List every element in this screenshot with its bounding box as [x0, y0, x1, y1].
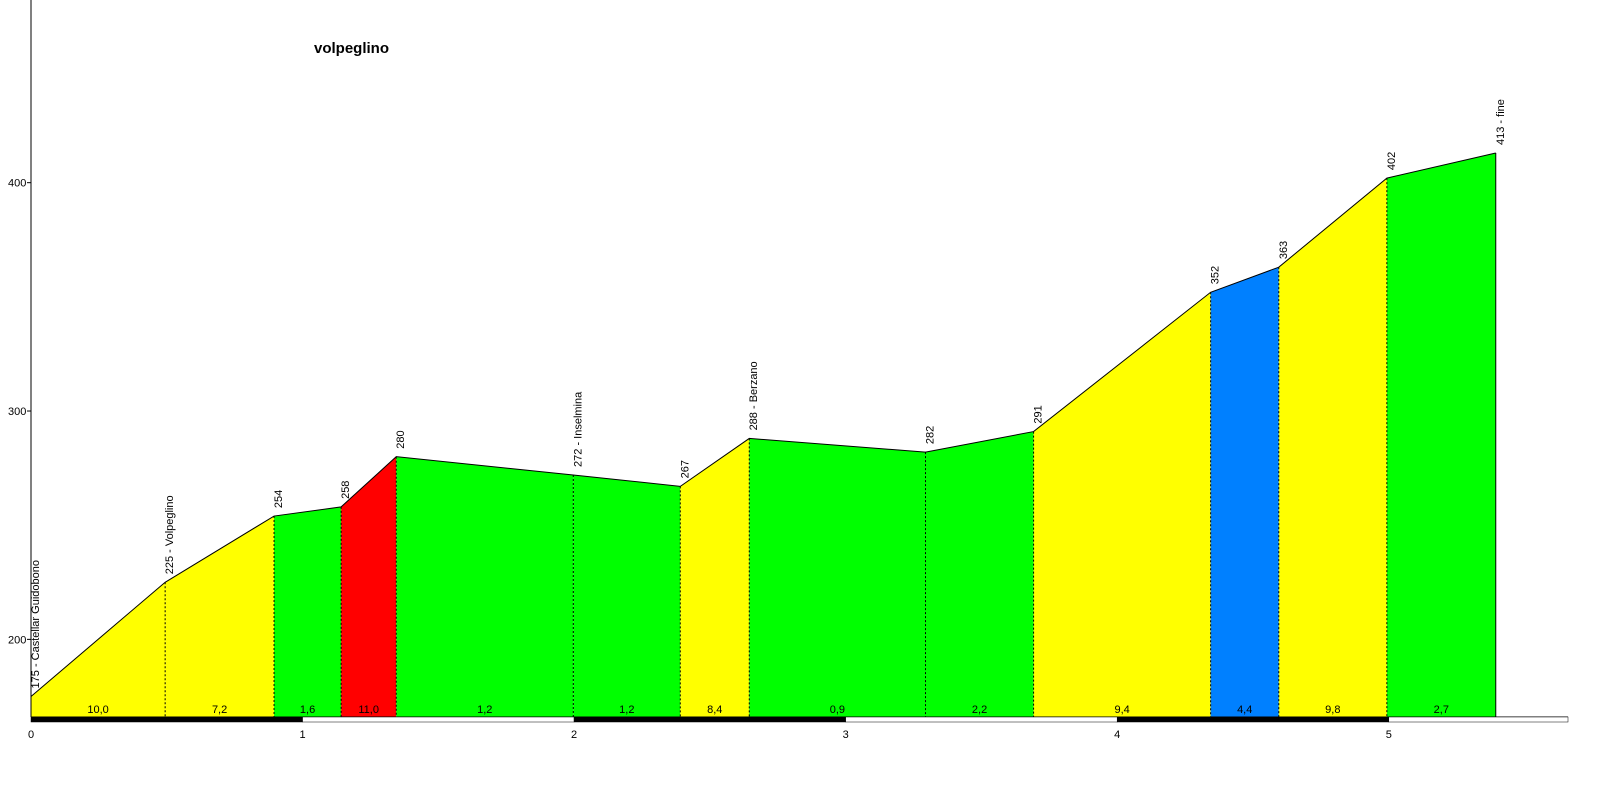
segment-area [925, 431, 1034, 717]
gradient-label: 2,7 [1434, 704, 1449, 716]
gradient-label: 4,4 [1237, 704, 1252, 716]
x-tick-label: 1 [299, 729, 305, 741]
segment-area [274, 506, 342, 717]
gradient-label: 2,2 [972, 704, 987, 716]
km-bar [1388, 716, 1569, 723]
segment-area [396, 456, 574, 717]
point-label: 402 [1386, 152, 1398, 170]
point-label: 282 [925, 426, 937, 444]
x-tick-label: 3 [843, 729, 849, 741]
point-label: 254 [273, 490, 285, 508]
point-label: 258 [340, 481, 352, 499]
segment-area [749, 438, 926, 717]
gradient-label: 7,2 [212, 704, 227, 716]
gradient-label: 11,0 [358, 704, 379, 716]
x-tick-label: 2 [571, 729, 577, 741]
x-tick-label: 5 [1386, 729, 1392, 741]
point-label: 267 [679, 460, 691, 478]
gradient-label: 1,2 [619, 704, 634, 716]
gradient-label: 8,4 [707, 704, 722, 716]
km-bar [302, 716, 575, 723]
gradient-label: 1,2 [477, 704, 492, 716]
point-label: 280 [395, 430, 407, 448]
point-label: 352 [1210, 266, 1222, 284]
segment-area [1033, 292, 1211, 717]
x-tick-label: 0 [28, 729, 34, 741]
profile-line [30, 152, 1496, 697]
gradient-label: 10,0 [87, 704, 108, 716]
gradient-label: 1,6 [300, 704, 315, 716]
x-tick-label: 4 [1114, 729, 1120, 741]
segment-area [1386, 152, 1496, 717]
y-tick-label: 200 [8, 634, 26, 646]
gradient-label: 0,9 [830, 704, 845, 716]
segment-area [341, 456, 397, 717]
km-bar [30, 716, 303, 723]
segment-area [1278, 178, 1387, 717]
point-label: 363 [1278, 241, 1290, 259]
y-tick-label: 300 [8, 406, 26, 418]
gradient-label: 9,8 [1325, 704, 1340, 716]
point-label: 272 - Inselmina [572, 391, 584, 467]
point-label: 288 - Berzano [748, 361, 760, 430]
segment-area [680, 438, 750, 717]
km-bar [845, 716, 1118, 723]
segment-area [573, 474, 681, 717]
y-tick-label: 400 [8, 178, 26, 190]
point-label: 225 - Volpeglino [164, 495, 176, 574]
segment-area [31, 582, 166, 717]
segment-area [1210, 267, 1279, 717]
km-bar [573, 716, 846, 723]
point-label: 175 - Castellar Guidobono [30, 560, 42, 688]
km-bar [1116, 716, 1390, 723]
point-label: 291 [1033, 405, 1045, 423]
point-label: 413 - fine [1495, 99, 1507, 145]
segment-area [165, 516, 275, 717]
chart-title: volpeglino [314, 40, 389, 57]
gradient-label: 9,4 [1114, 704, 1129, 716]
